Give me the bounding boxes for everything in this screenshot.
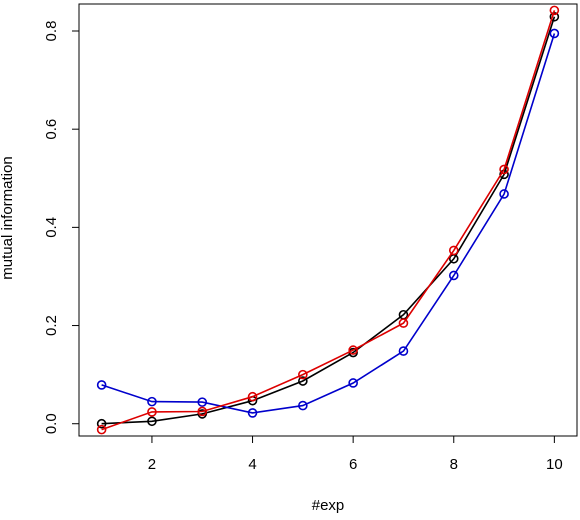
data-point (96, 380, 107, 390)
y-tick-label: 0.2 (43, 315, 60, 336)
y-axis-label: mutual information (0, 156, 16, 279)
data-point (448, 270, 459, 281)
data-point (298, 400, 308, 411)
series-2 (96, 28, 560, 418)
data-point (348, 345, 358, 355)
series-1 (96, 11, 560, 429)
data-point (96, 418, 107, 429)
data-point (197, 397, 208, 407)
data-point (147, 407, 157, 417)
data-point (348, 378, 358, 388)
data-point (499, 189, 509, 199)
x-tick-label: 2 (148, 456, 156, 473)
x-tick-label: 6 (349, 456, 357, 473)
data-point (398, 346, 409, 356)
x-axis-label: #exp (312, 497, 345, 514)
x-tick-label: 8 (450, 456, 458, 473)
data-point (247, 408, 258, 418)
data-point (247, 391, 258, 402)
data-point (96, 424, 107, 435)
y-tick-label: 0.4 (43, 217, 60, 238)
x-tick-label: 10 (546, 456, 563, 473)
data-point (147, 416, 157, 427)
data-point (147, 396, 157, 407)
series-layer (96, 5, 560, 435)
data-point (398, 318, 409, 328)
x-tick-label: 4 (248, 456, 256, 473)
series-line (101, 16, 556, 425)
plot-frame (78, 3, 578, 437)
y-tick-label: 0.8 (43, 21, 60, 42)
y-tick-label: 0.6 (43, 119, 60, 140)
series-line (101, 10, 556, 431)
data-point (298, 369, 308, 380)
axes: 2 4 6 8 10 0.0 0.2 0.4 0.6 0.8 (43, 21, 563, 473)
data-point (549, 28, 560, 39)
y-tick-label: 0.0 (43, 413, 60, 434)
data-point (448, 245, 459, 256)
data-point (549, 5, 560, 16)
series-3 (96, 5, 560, 435)
data-point (197, 406, 208, 417)
data-point (499, 164, 509, 175)
series-line (101, 33, 556, 414)
data-point (298, 376, 308, 386)
